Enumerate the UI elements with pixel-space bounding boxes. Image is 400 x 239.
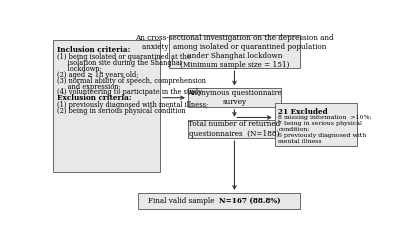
- Text: (3) normal ability of speech, comprehension: (3) normal ability of speech, comprehens…: [57, 77, 206, 85]
- Text: (1) being isolated or quarantined at the: (1) being isolated or quarantined at the: [57, 53, 191, 61]
- Text: N=167 (88.8%): N=167 (88.8%): [219, 197, 280, 205]
- Text: 7 being in serious physical: 7 being in serious physical: [278, 121, 362, 126]
- Text: 21 Excluded: 21 Excluded: [278, 108, 328, 116]
- Bar: [188, 120, 281, 138]
- Bar: [138, 193, 300, 209]
- Text: lockdown;: lockdown;: [57, 65, 102, 73]
- Text: Anonymous questionnaire
survey: Anonymous questionnaire survey: [187, 89, 282, 106]
- Text: An cross-sectional investigation on the depression and
anxiety  among isolated o: An cross-sectional investigation on the …: [135, 34, 334, 70]
- Text: 8 missing information  >10%;: 8 missing information >10%;: [278, 115, 372, 120]
- Text: isolation site during the Shanghai: isolation site during the Shanghai: [57, 59, 182, 67]
- Text: Total number of returned
questionnaires  (N=188): Total number of returned questionnaires …: [188, 120, 280, 138]
- Bar: [53, 40, 160, 172]
- Bar: [275, 103, 357, 147]
- Text: Inclusion criteria:: Inclusion criteria:: [57, 46, 130, 54]
- Text: 6 previously diagnosed with: 6 previously diagnosed with: [278, 133, 367, 138]
- Bar: [169, 35, 300, 68]
- Text: (1) previously diagnosed with mental illness;: (1) previously diagnosed with mental ill…: [57, 101, 208, 109]
- Text: (4) volunteering to participate in the study: (4) volunteering to participate in the s…: [57, 88, 202, 97]
- Text: and expression;: and expression;: [57, 83, 120, 91]
- Text: mental illness: mental illness: [278, 139, 322, 144]
- Text: (2) aged ≥ 18 years old;: (2) aged ≥ 18 years old;: [57, 71, 138, 79]
- Text: (2) being in serious physical condition: (2) being in serious physical condition: [57, 107, 186, 115]
- Text: Final valid sample: Final valid sample: [148, 197, 219, 205]
- Text: condition;: condition;: [278, 127, 310, 132]
- Text: Exclusion criteria:: Exclusion criteria:: [57, 94, 131, 102]
- Bar: [188, 88, 281, 107]
